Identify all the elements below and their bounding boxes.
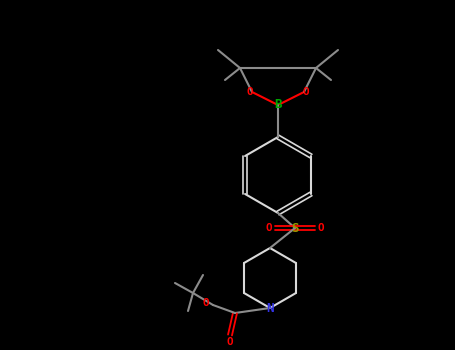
- Text: O: O: [266, 223, 273, 233]
- Text: O: O: [202, 298, 209, 308]
- Text: O: O: [303, 87, 309, 97]
- Text: O: O: [318, 223, 324, 233]
- Text: O: O: [247, 87, 253, 97]
- Text: S: S: [291, 222, 299, 235]
- Text: O: O: [227, 337, 233, 347]
- Text: N: N: [266, 301, 274, 315]
- Text: B: B: [274, 98, 282, 112]
